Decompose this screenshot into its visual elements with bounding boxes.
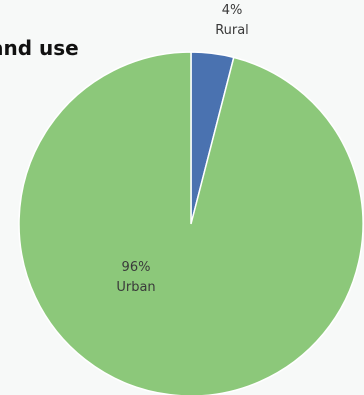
- pie-slice-urban: [18, 51, 364, 395]
- slice-value-label-urban: 96%: [122, 260, 151, 275]
- chart-title: and use: [0, 36, 79, 60]
- slice-category-label-rural: Rural: [215, 23, 249, 38]
- slice-category-label-urban: Urban: [116, 280, 155, 295]
- slice-value-label-rural: 4%: [222, 3, 243, 18]
